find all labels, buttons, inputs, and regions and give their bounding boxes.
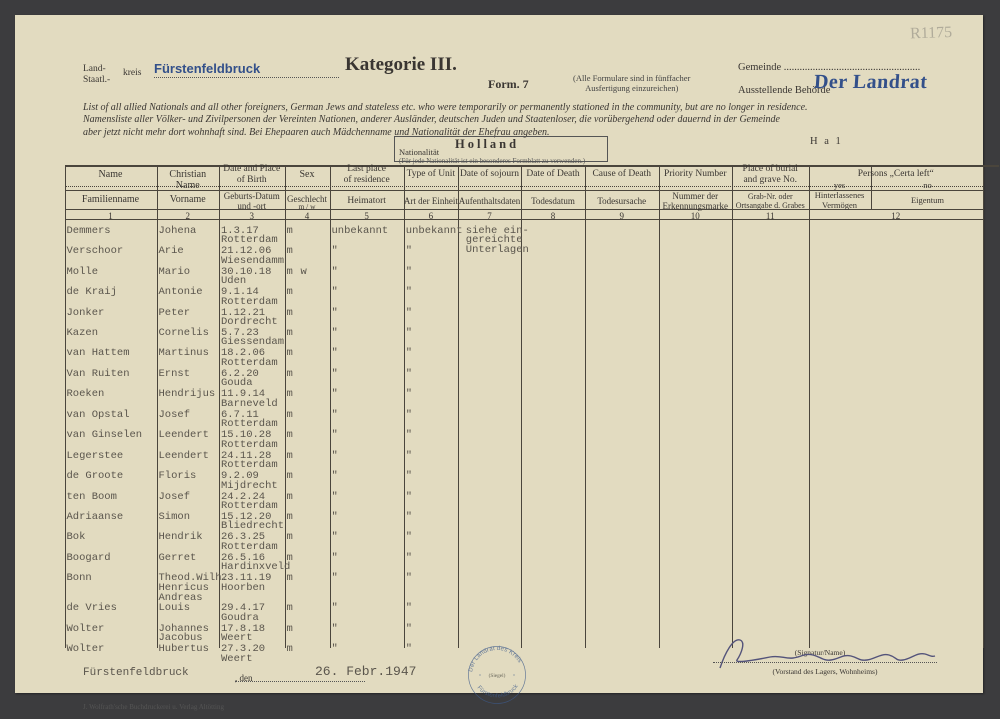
svg-text:Fürstenfeldbruck: Fürstenfeldbruck [476, 682, 521, 699]
svg-text:Der Landrat des Kreis: Der Landrat des Kreis [468, 646, 522, 673]
svg-text:R1175: R1175 [910, 24, 952, 42]
svg-text:(Siegel): (Siegel) [489, 672, 506, 679]
